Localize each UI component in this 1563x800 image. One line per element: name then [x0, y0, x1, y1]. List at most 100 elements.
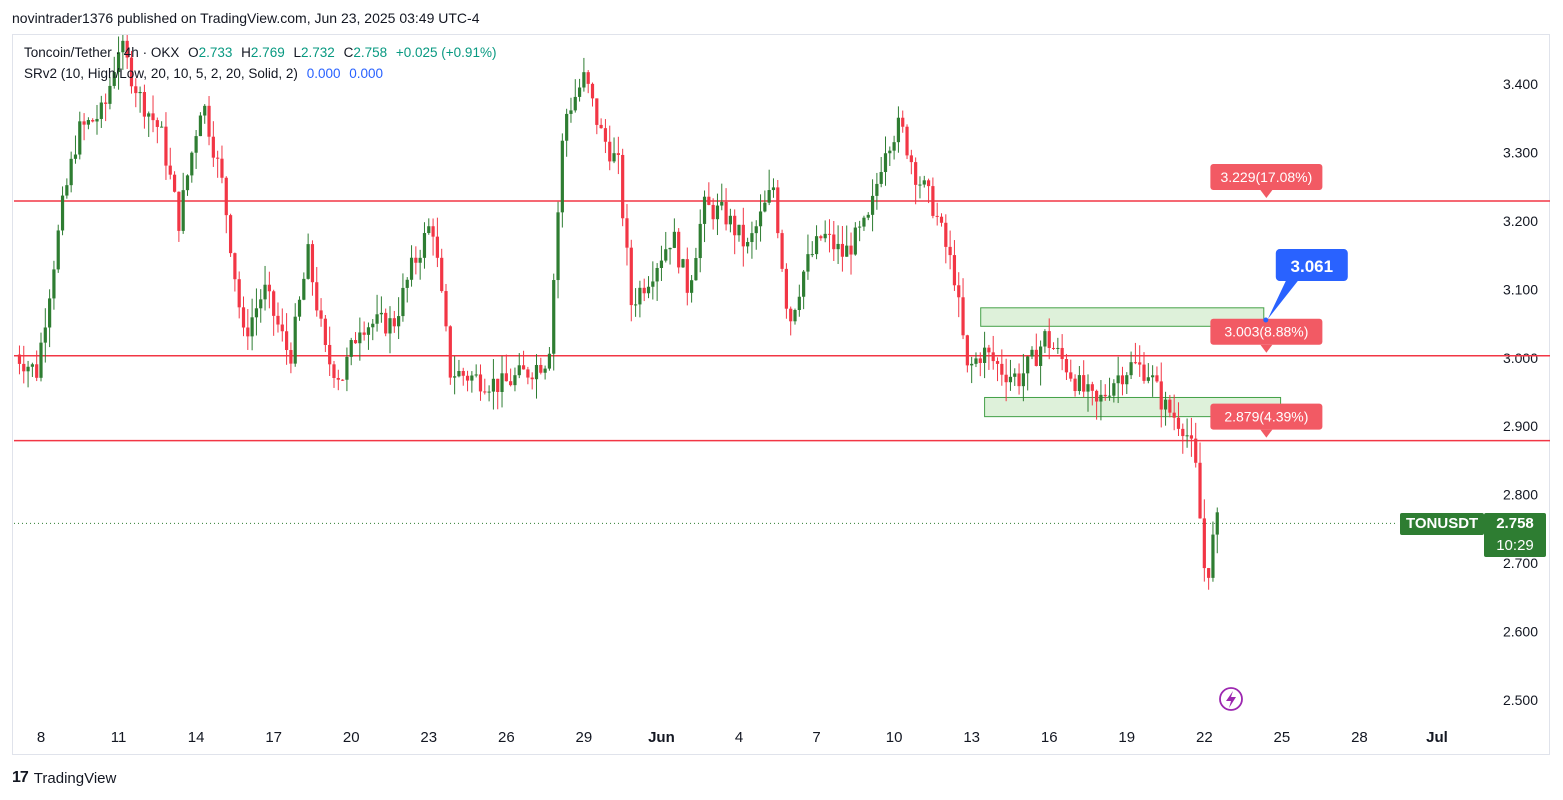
candle-body[interactable]: [750, 233, 754, 243]
candle-body[interactable]: [155, 120, 159, 127]
candle-body[interactable]: [272, 291, 276, 316]
candle-body[interactable]: [280, 324, 284, 332]
candle-body[interactable]: [582, 72, 586, 88]
candle-body[interactable]: [151, 113, 155, 121]
candle-body[interactable]: [35, 364, 39, 378]
candle-body[interactable]: [931, 186, 935, 216]
candle-body[interactable]: [65, 185, 69, 196]
candle-body[interactable]: [263, 284, 267, 300]
candle-body[interactable]: [207, 105, 211, 137]
candle-body[interactable]: [220, 158, 224, 178]
candle-body[interactable]: [702, 196, 707, 224]
candle-body[interactable]: [310, 244, 315, 283]
candle-body[interactable]: [595, 98, 599, 125]
candle-body[interactable]: [1039, 346, 1043, 366]
candle-body[interactable]: [845, 245, 849, 257]
candle-body[interactable]: [776, 187, 780, 234]
candle-body[interactable]: [362, 332, 366, 335]
candle-body[interactable]: [431, 226, 435, 237]
candle-body[interactable]: [1086, 384, 1090, 392]
candle-body[interactable]: [539, 364, 543, 373]
candle-body[interactable]: [129, 57, 134, 87]
candle-body[interactable]: [1099, 394, 1103, 402]
candle-body[interactable]: [60, 195, 65, 231]
candle-body[interactable]: [819, 236, 823, 239]
candle-body[interactable]: [409, 257, 414, 280]
candle-body[interactable]: [496, 378, 500, 392]
candle-body[interactable]: [685, 259, 689, 293]
candle-body[interactable]: [457, 371, 461, 377]
candle-body[interactable]: [1194, 438, 1198, 463]
candle-body[interactable]: [1172, 412, 1176, 418]
candle-body[interactable]: [827, 233, 832, 235]
candle-body[interactable]: [1090, 384, 1094, 391]
candle-body[interactable]: [720, 201, 724, 206]
candle-body[interactable]: [875, 183, 879, 196]
candle-body[interactable]: [48, 298, 52, 328]
candle-body[interactable]: [224, 177, 228, 216]
candle-body[interactable]: [1051, 347, 1056, 349]
candle-body[interactable]: [991, 352, 995, 362]
candle-body[interactable]: [95, 118, 99, 122]
candle-body[interactable]: [491, 378, 496, 392]
candle-body[interactable]: [573, 96, 577, 111]
candle-body[interactable]: [758, 211, 763, 227]
candle-body[interactable]: [642, 287, 646, 294]
candle-body[interactable]: [203, 105, 207, 116]
candle-body[interactable]: [216, 157, 220, 159]
candle-body[interactable]: [22, 363, 26, 372]
candle-body[interactable]: [164, 126, 168, 166]
candle-body[interactable]: [427, 226, 431, 234]
candle-body[interactable]: [487, 391, 491, 393]
candle-body[interactable]: [328, 344, 332, 365]
candle-body[interactable]: [961, 297, 965, 336]
candle-body[interactable]: [168, 165, 172, 175]
candle-body[interactable]: [1215, 512, 1219, 535]
candle-body[interactable]: [104, 102, 108, 104]
candle-body[interactable]: [892, 142, 896, 151]
candle-body[interactable]: [664, 249, 668, 261]
candle-body[interactable]: [651, 281, 655, 287]
candle-body[interactable]: [728, 215, 732, 225]
candle-body[interactable]: [1185, 435, 1189, 437]
candle-body[interactable]: [987, 347, 991, 353]
candle-body[interactable]: [371, 323, 375, 328]
candle-body[interactable]: [629, 247, 633, 306]
candle-body[interactable]: [1000, 363, 1004, 375]
candle-body[interactable]: [323, 318, 327, 345]
candle-body[interactable]: [1159, 381, 1163, 410]
candle-body[interactable]: [974, 358, 978, 364]
candle-body[interactable]: [771, 187, 776, 191]
candle-body[interactable]: [724, 201, 728, 225]
candle-body[interactable]: [513, 375, 517, 386]
candle-body[interactable]: [789, 308, 793, 322]
candle-body[interactable]: [1021, 373, 1025, 387]
candle-body[interactable]: [1043, 331, 1047, 347]
candle-body[interactable]: [185, 175, 190, 191]
candle-body[interactable]: [543, 368, 547, 373]
candle-body[interactable]: [112, 72, 116, 86]
candle-body[interactable]: [1207, 568, 1211, 578]
candle-body[interactable]: [978, 358, 982, 363]
candle-body[interactable]: [853, 227, 857, 255]
candle-body[interactable]: [39, 342, 43, 378]
candle-body[interactable]: [633, 304, 638, 306]
candle-body[interactable]: [659, 260, 664, 268]
candle-body[interactable]: [586, 72, 590, 84]
candle-body[interactable]: [552, 280, 556, 354]
candle-body[interactable]: [707, 196, 711, 205]
candle-body[interactable]: [319, 310, 323, 319]
candle-body[interactable]: [302, 278, 306, 300]
candle-body[interactable]: [1129, 362, 1133, 376]
candle-body[interactable]: [690, 280, 694, 293]
candle-body[interactable]: [668, 247, 672, 250]
candle-body[interactable]: [694, 258, 698, 281]
candle-body[interactable]: [1004, 374, 1008, 383]
candle-body[interactable]: [737, 224, 741, 236]
indicator-name[interactable]: SRv2 (10, High/Low, 20, 10, 5, 2, 20, So…: [24, 66, 298, 81]
candle-body[interactable]: [1064, 359, 1069, 373]
candle-body[interactable]: [616, 153, 620, 155]
candle-body[interactable]: [379, 312, 383, 315]
candle-body[interactable]: [1056, 347, 1060, 349]
candle-body[interactable]: [858, 226, 862, 228]
